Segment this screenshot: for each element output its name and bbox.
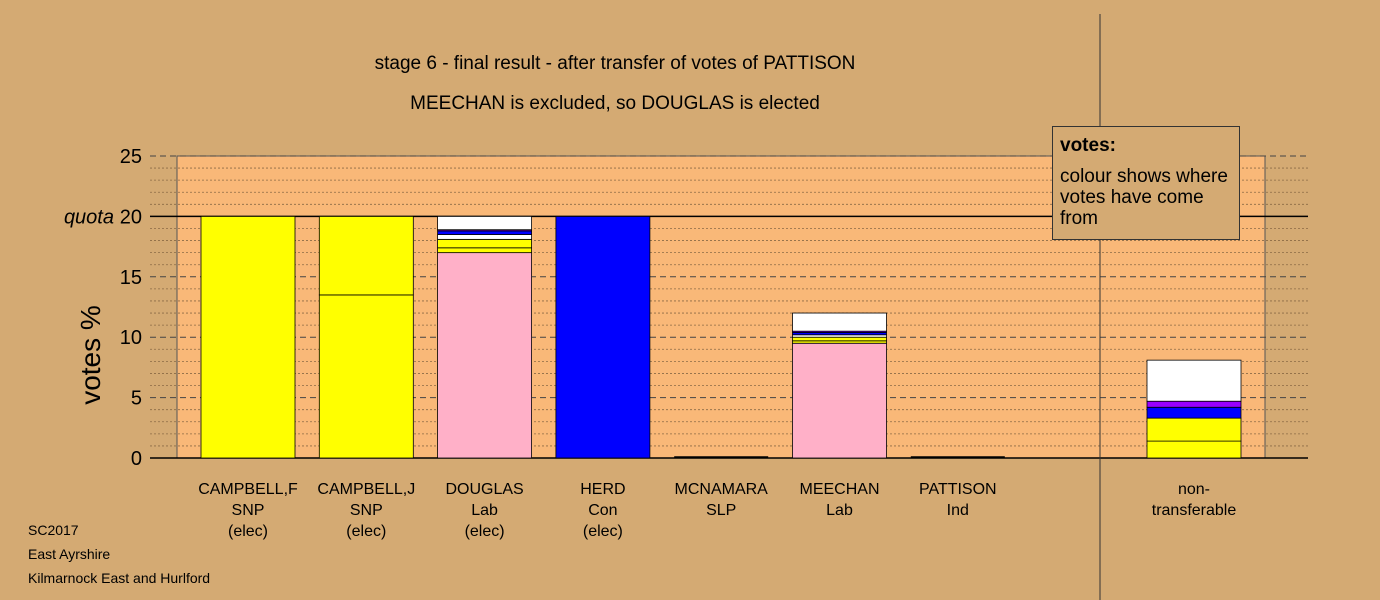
bar-segment (318, 215, 414, 296)
bar-segment (1146, 417, 1242, 442)
y-tick-label: 10 (120, 327, 142, 349)
candidate-status: (elec) (464, 523, 505, 540)
footer-council: East Ayrshire (28, 546, 111, 562)
candidate-status: (elec) (227, 523, 268, 540)
candidate-party: SNP (349, 502, 383, 519)
y-tick-label: 5 (131, 388, 142, 410)
bar-segment (1146, 359, 1242, 402)
legend-text: colour shows where votes have come from (1060, 166, 1228, 229)
candidate-label: CAMPBELL,J SNP (elec) (306, 479, 426, 542)
bar-herd (555, 215, 651, 459)
candidate-status (898, 521, 1018, 542)
y-axis-title: votes % (75, 305, 106, 405)
bar-segment (437, 252, 533, 459)
candidate-name: CAMPBELL,F (198, 481, 298, 498)
footer-election: SC2017 (28, 522, 79, 538)
y-axis: 0 5 10 15 20 25 quota (64, 146, 142, 470)
candidate-name: MEECHAN (799, 481, 880, 498)
bar-segment (792, 342, 887, 459)
candidate-label: PATTISON Ind (898, 479, 1018, 542)
candidate-party: Lab (471, 502, 498, 519)
bar-segment (200, 215, 296, 459)
quota-label: quota (64, 206, 114, 228)
nontransferable-label-line2: transferable (1151, 502, 1237, 519)
footer-ward: Kilmarnock East and Hurlford (28, 570, 211, 586)
y-tick-label: 20 (120, 206, 142, 228)
nontransferable-label-line1: non- (1177, 481, 1211, 498)
candidate-label: DOUGLAS Lab (elec) (425, 479, 545, 542)
candidate-label: HERD Con (elec) (543, 479, 663, 542)
candidate-status: (elec) (346, 523, 387, 540)
candidate-party: Ind (946, 502, 969, 519)
bar-segment (437, 238, 533, 249)
bar-segment (1146, 406, 1242, 419)
chart-subtitle: MEECHAN is excluded, so DOUGLAS is elect… (410, 93, 820, 114)
candidate-name: DOUGLAS (445, 481, 524, 498)
nontransferable-label: non-transferable (1134, 479, 1254, 521)
bar-segment (437, 230, 533, 235)
candidate-label: MEECHAN Lab (780, 479, 900, 542)
bar-campbell-j (318, 215, 414, 459)
bar-segment (792, 336, 887, 342)
chart-title: stage 6 - final result - after transfer … (374, 53, 856, 74)
bar-segment (437, 247, 533, 254)
candidate-party: SNP (231, 502, 265, 519)
y-tick-label: 15 (120, 267, 142, 289)
bar-nontransferable (1146, 359, 1242, 459)
candidate-name: HERD (580, 481, 626, 498)
candidate-party: SLP (706, 502, 737, 519)
candidate-status: (elec) (582, 523, 623, 540)
y-tick-label: 25 (120, 146, 142, 168)
legend-box: votes: colour shows where votes have com… (1052, 126, 1240, 240)
bar-segment (437, 234, 533, 240)
bar-segment (555, 215, 651, 459)
legend-title: votes: (1060, 135, 1116, 156)
bar-segment (437, 215, 533, 231)
candidate-name: PATTISON (918, 481, 997, 498)
bar-segment (1146, 400, 1242, 408)
bar-meechan (792, 312, 887, 459)
y-tick-label: 0 (131, 448, 142, 470)
bar-douglas (437, 215, 533, 459)
candidate-status (661, 521, 781, 542)
candidate-name: CAMPBELL,J (317, 481, 416, 498)
bar-segment (1146, 440, 1242, 459)
candidate-label: MCNAMARA SLP (661, 479, 781, 542)
candidate-party: Lab (826, 502, 853, 519)
candidate-party: Con (588, 502, 618, 519)
bar-segment (318, 294, 414, 459)
candidate-label: CAMPBELL,F SNP (elec) (188, 479, 308, 542)
candidate-status (780, 521, 900, 542)
bar-segment (792, 312, 887, 332)
bars (200, 215, 1242, 459)
candidate-name: MCNAMARA (674, 481, 768, 498)
bar-campbell-f (200, 215, 296, 459)
